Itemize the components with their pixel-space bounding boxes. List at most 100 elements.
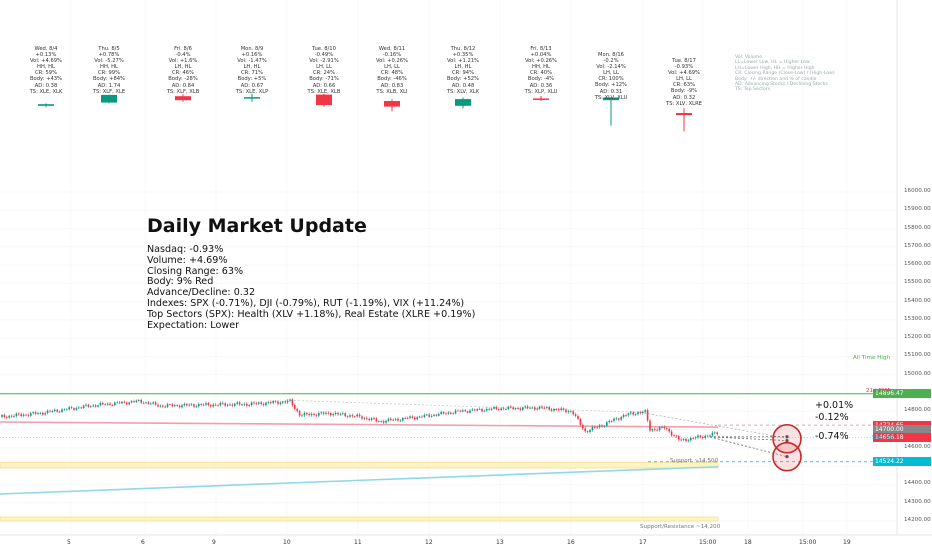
day-candle-body [603, 97, 619, 101]
intraday-candle [661, 425, 663, 429]
day-stat-line: -0.93% [674, 64, 694, 71]
legend-note: AD: Advancing Stocks / Declining Stocks [735, 82, 828, 88]
expectation-up: +0.01% [815, 400, 854, 411]
candle-body [397, 418, 399, 421]
intraday-candle [565, 408, 567, 414]
intraday-candle [418, 415, 421, 419]
candle-body [92, 405, 94, 407]
candle-body [697, 435, 699, 438]
candle-body [550, 409, 553, 411]
candle-body [591, 426, 594, 431]
candle-body [639, 412, 642, 414]
zones [0, 462, 719, 522]
candle-body [351, 415, 354, 417]
candle-body [243, 403, 246, 405]
y-tick-label: 15100.00 [904, 352, 931, 359]
candle-body [466, 411, 469, 413]
candle-body [440, 411, 442, 414]
candle-body [10, 415, 13, 417]
candle-body [574, 414, 577, 416]
day-stat-line: Vol: -1.47% [237, 58, 267, 65]
candle-body [87, 404, 90, 407]
price-tag: 14724.65 [873, 420, 931, 430]
candle-body [514, 408, 517, 410]
candle-body [704, 435, 706, 439]
day-stat-line: HH, HL [37, 64, 55, 71]
intraday-candle [421, 415, 423, 419]
intraday-candle [615, 416, 618, 421]
candle-body [73, 408, 75, 410]
intraday-candle [272, 399, 274, 405]
intraday-candle [586, 430, 589, 434]
intraday-candle [147, 400, 150, 405]
intraday-candle [20, 412, 22, 418]
intraday-candle [202, 403, 205, 407]
summary-line: Volume: +4.69% [147, 254, 228, 266]
day-stats: Wed. 8/11 -0.16% Vol: +0.26% LH, LL CR: 48% B… [357, 46, 427, 95]
intraday-candle [438, 412, 440, 417]
day-candle-body [101, 94, 117, 103]
day-candle [175, 94, 191, 102]
day-stat-line: Fri. 8/6 [174, 46, 192, 52]
projection-point [785, 438, 789, 443]
candle-body [49, 410, 51, 412]
intraday-candle [56, 408, 58, 413]
price-tag: 14896.47 [873, 389, 931, 399]
day-stat-line: LH, LL [316, 64, 332, 71]
intraday-candle [613, 417, 615, 423]
summary-line: Top Sectors (SPX): Health (XLV +1.18%), … [147, 308, 476, 320]
candle-body [579, 418, 582, 425]
candle-body [495, 407, 498, 410]
intraday-candle [327, 411, 330, 415]
day-candle [533, 95, 549, 101]
candle-body [106, 403, 109, 405]
candle-body [94, 405, 97, 407]
day-candles [38, 93, 692, 132]
intraday-candle [673, 433, 675, 438]
intraday-candle [692, 436, 694, 440]
candle-body [284, 401, 286, 403]
intraday-candle [37, 411, 39, 416]
y-tick-label: 15600.00 [904, 261, 931, 268]
intraday-candle [265, 401, 267, 407]
day-stats: Fri. 8/13 +0.04% Vol: +0.26% HH, HL CR: 40% B… [506, 46, 576, 95]
intraday-candle [92, 403, 94, 408]
day-candle-body [175, 96, 191, 101]
day-candle-body [316, 94, 332, 105]
intraday-candle [301, 413, 303, 418]
candle-body [589, 430, 591, 432]
intraday-candle [630, 410, 632, 416]
intraday-candle [649, 419, 651, 433]
candle-body [637, 412, 639, 415]
day-stat-line: Thu. 8/5 [98, 46, 120, 52]
day-candle [676, 108, 692, 132]
intraday-candle [212, 403, 214, 408]
intraday-candle [351, 413, 354, 418]
candle-body [272, 401, 274, 403]
intraday-candle [548, 405, 550, 411]
candle-body [102, 403, 104, 405]
intraday-candle [130, 400, 133, 404]
candle-body [627, 413, 630, 416]
candle-body [313, 413, 315, 415]
candle-body [500, 408, 502, 411]
candle-body [450, 412, 452, 414]
intraday-candle [658, 426, 661, 432]
candle-body [325, 412, 327, 414]
intraday-candle [618, 417, 620, 422]
intraday-candle [483, 409, 486, 413]
y-tick-label: 14400.00 [904, 480, 931, 487]
day-stat-line: AD: 0.38 [34, 82, 58, 89]
intraday-candle [188, 403, 190, 407]
intraday-candle [6, 415, 8, 420]
intraday-candle [109, 402, 111, 406]
day-stat-line: Body: -9% [670, 88, 698, 95]
day-stat-line: CR: 63% [673, 82, 695, 89]
intraday-candle [90, 405, 92, 408]
day-candle-body [38, 104, 54, 106]
candle-body [214, 404, 217, 406]
day-stat-line: Vol: +4.69% [30, 58, 62, 65]
candle-body [502, 408, 505, 410]
candle-body [229, 404, 231, 406]
intraday-candle [378, 420, 380, 423]
